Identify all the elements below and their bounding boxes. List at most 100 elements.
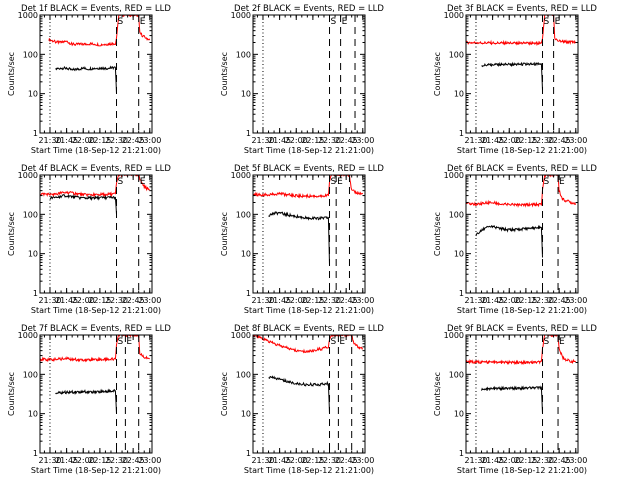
marker-label: E: [339, 337, 345, 347]
plot-frame: [465, 334, 579, 454]
plot-frame: [39, 334, 153, 454]
marker-label: S: [331, 177, 337, 187]
det-panel-4: Det 4f BLACK = Events, RED = LLD S E 1 10 100…: [7, 164, 171, 315]
y-tick-label: 1000: [18, 171, 38, 180]
x-tick-label: 23:00: [351, 296, 374, 305]
plot-frame: [39, 14, 153, 134]
y-tick-label: 10: [28, 250, 38, 259]
x-axis-label: Start Time (18-Sep-12 21:21:00): [244, 146, 374, 155]
x-tick-label: 21:30: [464, 296, 487, 305]
y-tick-label: 10: [241, 90, 251, 99]
events-series-line: [49, 193, 117, 215]
marker-label: E: [140, 17, 146, 27]
x-tick-label: 23:00: [564, 296, 587, 305]
x-tick-label: 21:30: [464, 456, 487, 465]
x-tick-label: 22:30: [105, 136, 128, 145]
y-tick-label: 1: [459, 449, 464, 458]
x-tick-label: 21:45: [55, 456, 78, 465]
x-tick-label: 21:45: [481, 136, 504, 145]
plot-area: [253, 175, 364, 266]
x-axis-label: Start Time (18-Sep-12 21:21:00): [244, 466, 374, 475]
x-tick-label: 22:00: [285, 456, 308, 465]
x-tick-label: 22:45: [335, 296, 358, 305]
y-tick-label: 10: [241, 250, 251, 259]
y-tick-label: 10: [241, 410, 251, 419]
y-axis-label: Counts/sec: [7, 52, 16, 96]
y-tick-label: 10: [454, 250, 464, 259]
marker-label: E: [555, 17, 561, 27]
x-tick-label: 21:30: [38, 136, 61, 145]
x-tick-label: 21:30: [251, 136, 274, 145]
lld-series-line: [253, 335, 364, 354]
x-tick-label: 22:15: [301, 136, 324, 145]
x-tick-label: 22:30: [318, 456, 341, 465]
x-tick-label: 22:45: [335, 456, 358, 465]
chart-title: Det 5f BLACK = Events, RED = LLD: [234, 164, 384, 174]
det-panel-8: Det 8f BLACK = Events, RED = LLD S E 1 10 100…: [220, 324, 384, 475]
chart-title: Det 1f BLACK = Events, RED = LLD: [21, 4, 171, 14]
marker-label: S: [118, 177, 124, 187]
x-tick-label: 22:30: [105, 456, 128, 465]
x-tick-label: 22:30: [318, 136, 341, 145]
lld-series-line: [40, 335, 150, 363]
y-tick-label: 10: [28, 410, 38, 419]
x-tick-label: 22:45: [548, 456, 571, 465]
plot-area: [253, 335, 364, 414]
marker-label: E: [126, 337, 132, 347]
chart-title: Det 9f BLACK = Events, RED = LLD: [447, 324, 597, 334]
plot-area: [48, 15, 151, 94]
plot-frame: [465, 14, 579, 134]
x-tick-label: 21:30: [251, 296, 274, 305]
det-panel-5: Det 5f BLACK = Events, RED = LLD S E 1 10 100…: [220, 164, 384, 315]
plot-frame: [252, 334, 366, 454]
x-tick-label: 21:45: [268, 296, 291, 305]
x-tick-label: 22:15: [514, 456, 537, 465]
events-series-line: [481, 61, 543, 91]
lld-series-line: [466, 15, 576, 46]
y-tick-label: 100: [23, 50, 38, 59]
y-tick-label: 100: [236, 370, 251, 379]
x-tick-label: 21:30: [464, 136, 487, 145]
marker-label: S: [544, 177, 550, 187]
marker-label: E: [140, 177, 146, 187]
x-tick-label: 22:15: [88, 136, 111, 145]
x-tick-label: 21:45: [268, 456, 291, 465]
y-tick-label: 100: [449, 50, 464, 59]
det-panel-6: Det 6f BLACK = Events, RED = LLD S E 1 10 100…: [433, 164, 597, 315]
x-axis-label: Start Time (18-Sep-12 21:21:00): [244, 306, 374, 315]
x-axis-label: Start Time (18-Sep-12 21:21:00): [457, 466, 587, 475]
x-tick-label: 22:45: [122, 456, 145, 465]
plot-frame: [252, 14, 366, 134]
x-tick-label: 22:00: [72, 136, 95, 145]
x-tick-label: 23:00: [138, 136, 161, 145]
events-series-line: [55, 65, 117, 94]
y-tick-label: 1000: [231, 11, 251, 20]
x-tick-label: 22:30: [318, 296, 341, 305]
plot-frame: [252, 174, 366, 294]
x-tick-label: 23:00: [138, 296, 161, 305]
plot-frame: [465, 174, 579, 294]
x-tick-label: 22:00: [498, 136, 521, 145]
x-tick-label: 22:00: [72, 296, 95, 305]
y-tick-label: 1000: [18, 331, 38, 340]
x-axis-label: Start Time (18-Sep-12 21:21:00): [31, 146, 161, 155]
x-tick-label: 23:00: [351, 136, 374, 145]
y-axis-label: Counts/sec: [433, 372, 442, 416]
lld-series-line: [48, 15, 151, 47]
x-axis-label: Start Time (18-Sep-12 21:21:00): [31, 466, 161, 475]
x-tick-label: 22:00: [498, 296, 521, 305]
plot-area: [40, 175, 150, 215]
y-axis-label: Counts/sec: [220, 212, 229, 256]
x-axis-label: Start Time (18-Sep-12 21:21:00): [457, 146, 587, 155]
y-tick-label: 1000: [444, 331, 464, 340]
events-series-line: [481, 385, 543, 414]
x-axis-label: Start Time (18-Sep-12 21:21:00): [31, 306, 161, 315]
det-panel-7: Det 7f BLACK = Events, RED = LLD S E 1 10 100…: [7, 324, 171, 475]
x-tick-label: 22:30: [105, 296, 128, 305]
x-tick-label: 21:30: [251, 456, 274, 465]
y-axis-label: Counts/sec: [7, 212, 16, 256]
plot-area: [466, 175, 577, 258]
x-tick-label: 22:45: [122, 296, 145, 305]
x-axis-label: Start Time (18-Sep-12 21:21:00): [457, 306, 587, 315]
